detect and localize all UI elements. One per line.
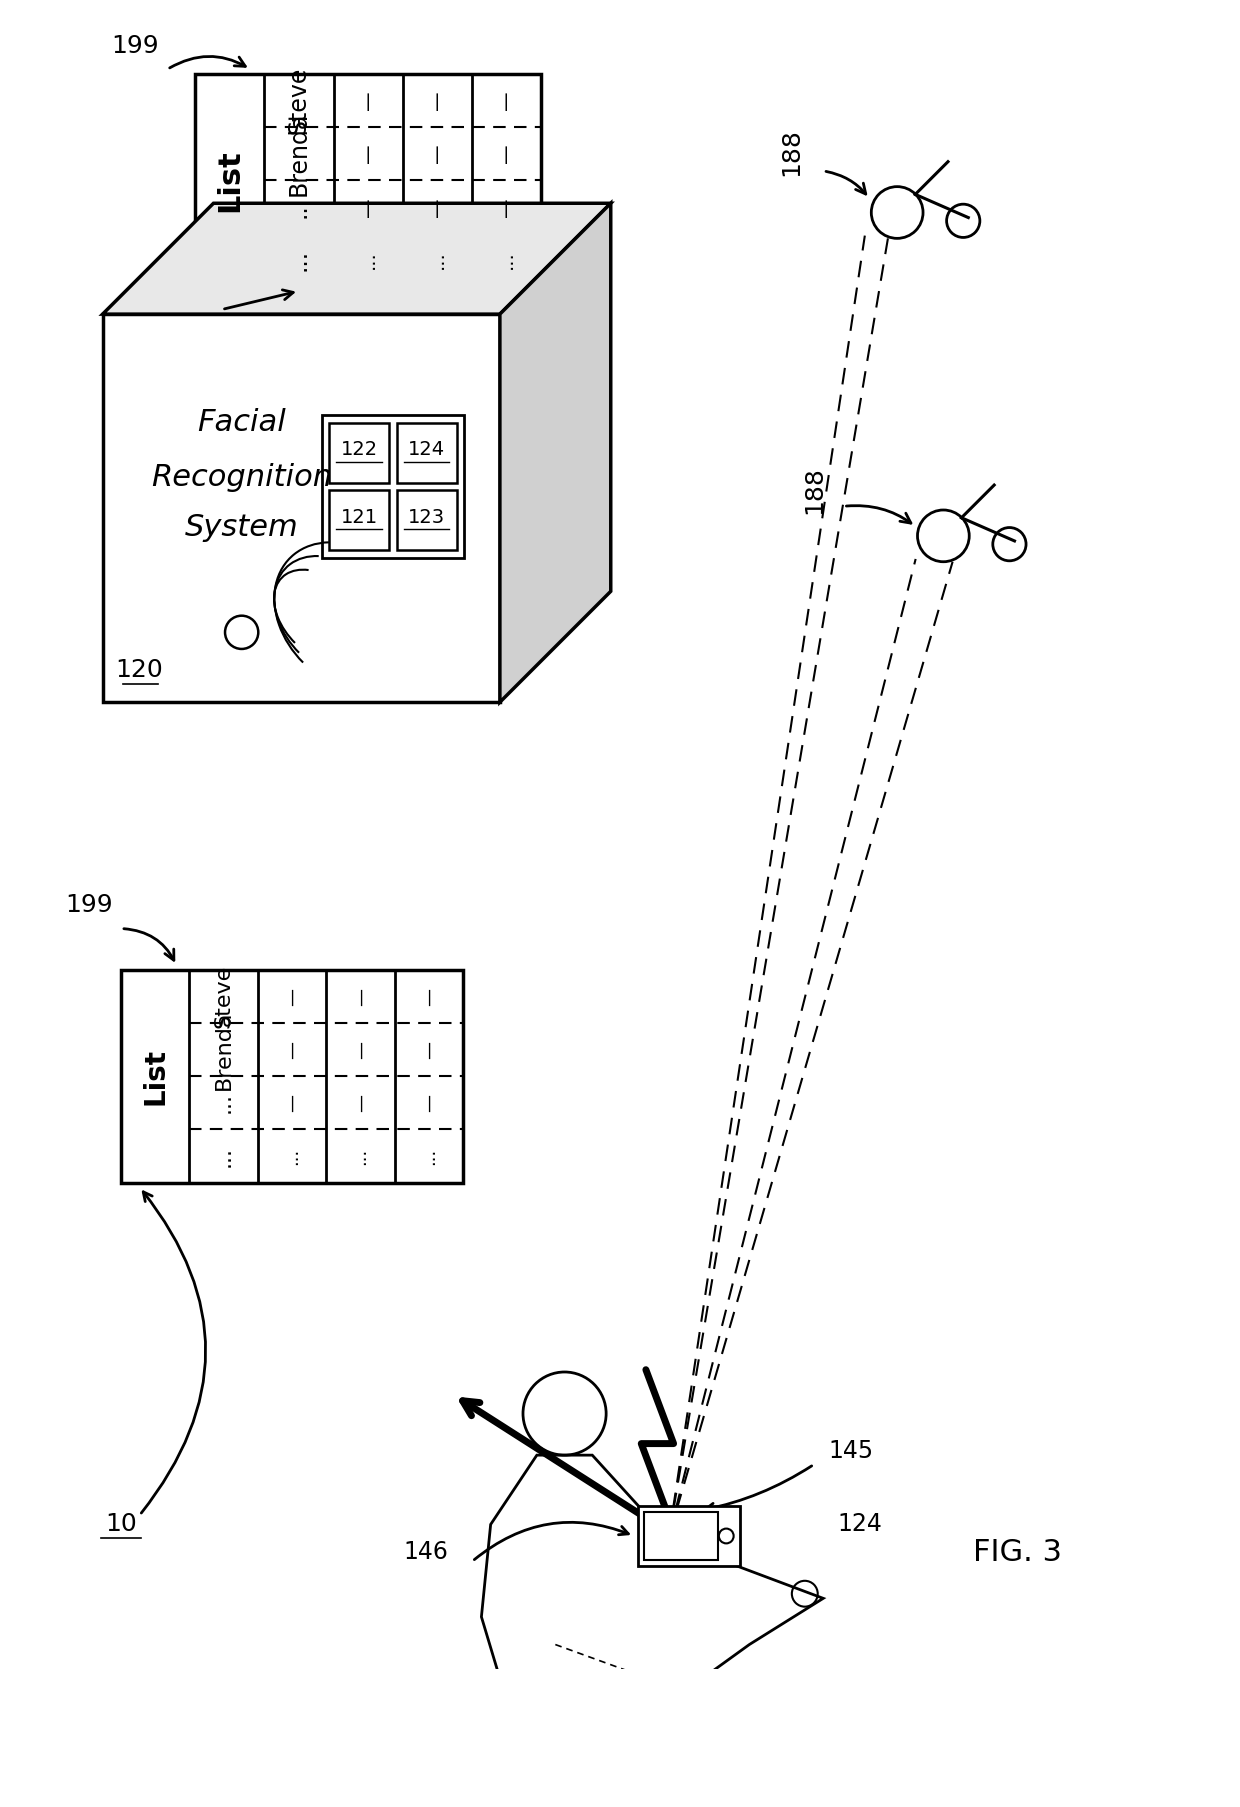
Bar xyxy=(103,314,500,703)
Text: —: — xyxy=(420,1041,438,1059)
Text: —: — xyxy=(497,145,516,163)
Text: 122: 122 xyxy=(341,441,378,459)
Text: 145: 145 xyxy=(828,1438,873,1462)
Polygon shape xyxy=(500,202,611,703)
Text: 123: 123 xyxy=(408,508,445,528)
Text: Recognition: Recognition xyxy=(151,463,332,492)
Text: System: System xyxy=(185,513,299,542)
Text: ...: ... xyxy=(286,249,311,271)
Bar xyxy=(329,423,389,482)
Text: —: — xyxy=(351,988,370,1006)
Text: 199: 199 xyxy=(112,34,159,58)
Text: 188: 188 xyxy=(802,466,826,513)
Text: 146: 146 xyxy=(403,1540,449,1565)
Bar xyxy=(639,1505,740,1567)
Text: 121: 121 xyxy=(341,508,378,528)
Text: —: — xyxy=(283,1041,301,1059)
Text: 124: 124 xyxy=(408,441,445,459)
Text: Brenda: Brenda xyxy=(286,112,311,195)
Text: List: List xyxy=(141,1048,170,1104)
Text: ...: ... xyxy=(428,251,448,269)
Bar xyxy=(321,416,464,558)
Text: FIG. 3: FIG. 3 xyxy=(972,1538,1061,1567)
Bar xyxy=(122,970,463,1182)
Text: —: — xyxy=(420,1093,438,1111)
Text: —: — xyxy=(351,1093,370,1111)
Text: —: — xyxy=(283,1093,301,1111)
Text: —: — xyxy=(497,90,516,110)
Bar xyxy=(397,490,456,551)
Text: 120: 120 xyxy=(115,658,164,681)
Text: ...: ... xyxy=(497,251,516,269)
Bar xyxy=(329,490,389,551)
Text: ...: ... xyxy=(420,1147,438,1166)
Text: Facial: Facial xyxy=(197,408,286,437)
Text: 188: 188 xyxy=(779,128,804,177)
Text: ...: ... xyxy=(358,251,378,269)
Bar xyxy=(397,423,456,482)
Text: —: — xyxy=(428,90,448,110)
Text: —: — xyxy=(428,145,448,163)
Text: —: — xyxy=(428,197,448,217)
Bar xyxy=(195,74,542,286)
Text: —: — xyxy=(358,145,378,163)
Text: —: — xyxy=(358,90,378,110)
Bar xyxy=(644,1511,718,1561)
Text: 199: 199 xyxy=(64,893,113,918)
Text: —: — xyxy=(358,197,378,217)
Text: —: — xyxy=(351,1041,370,1059)
Polygon shape xyxy=(103,202,611,314)
Text: ...: ... xyxy=(286,195,311,219)
Text: —: — xyxy=(497,197,516,217)
Text: 10: 10 xyxy=(105,1512,136,1536)
Text: List: List xyxy=(216,148,244,211)
Text: ...: ... xyxy=(351,1147,370,1166)
Text: Steve: Steve xyxy=(286,67,311,134)
Text: ...: ... xyxy=(213,1093,233,1113)
Text: —: — xyxy=(420,988,438,1006)
Text: 124: 124 xyxy=(838,1512,883,1536)
Text: —: — xyxy=(283,988,301,1006)
Text: Steve: Steve xyxy=(213,965,233,1028)
Text: Brenda: Brenda xyxy=(213,1010,233,1090)
Text: ...: ... xyxy=(283,1147,301,1166)
Text: ...: ... xyxy=(213,1146,233,1167)
